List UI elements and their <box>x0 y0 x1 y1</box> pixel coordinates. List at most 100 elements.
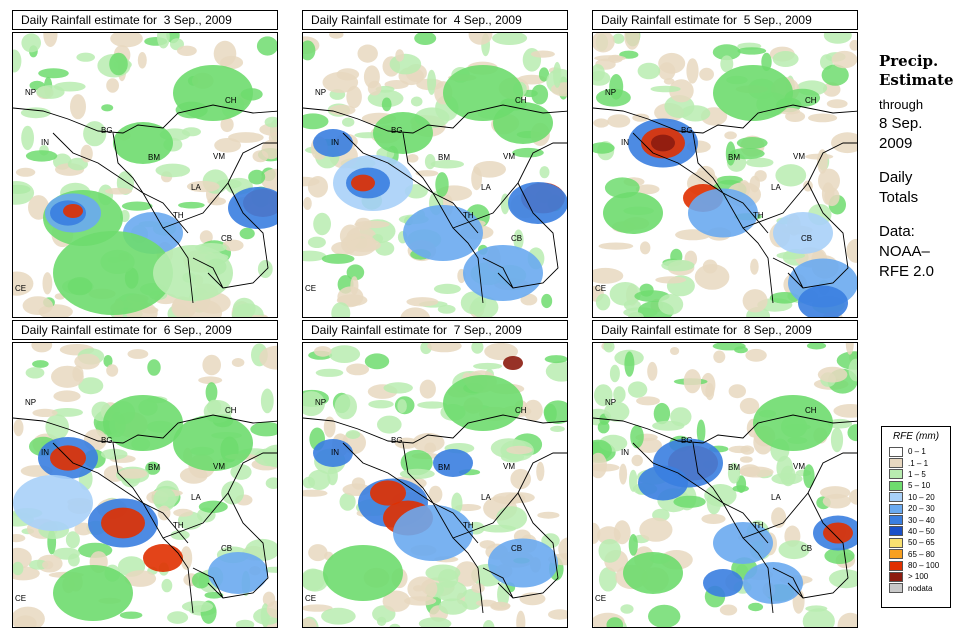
rainfall-map: NP IN BG CH BM VM LA TH CB CE <box>302 342 568 628</box>
rain-cell <box>303 250 327 262</box>
rain-cell <box>118 468 148 479</box>
rain-cell <box>607 114 631 128</box>
rain-cell <box>661 259 695 272</box>
rain-cell <box>15 167 36 177</box>
rain-blob <box>798 285 848 317</box>
rain-cell <box>248 169 266 185</box>
rain-cell <box>178 201 205 209</box>
country-label-cb: CB <box>221 234 232 243</box>
rain-cell <box>328 104 356 116</box>
legend-swatch <box>889 515 903 526</box>
rain-cell <box>606 617 624 627</box>
rain-cell <box>612 33 625 44</box>
country-label-bm: BM <box>438 153 450 162</box>
rain-cell <box>847 424 857 442</box>
rain-blob <box>323 545 403 601</box>
rain-cell <box>683 369 702 394</box>
rain-cell <box>598 242 634 250</box>
caption-heading-1: Precip. <box>879 52 939 70</box>
rain-cell <box>121 201 153 211</box>
sidebar-caption: Precip. Estimate through 8 Sep. 2009 Dai… <box>879 52 965 282</box>
rain-cell <box>833 404 857 418</box>
rain-cell <box>314 346 332 357</box>
rain-cell <box>808 113 838 123</box>
rain-cell <box>702 259 718 274</box>
legend-label: .1 – 1 <box>908 458 929 468</box>
country-label-cb: CB <box>511 544 522 553</box>
country-label-bm: BM <box>728 463 740 472</box>
rain-cell <box>406 154 419 163</box>
legend-label: 0 – 1 <box>908 447 926 457</box>
rain-cell <box>849 489 857 505</box>
country-label-th: TH <box>173 211 184 220</box>
rain-cell <box>177 45 197 56</box>
rain-cell <box>157 33 170 49</box>
rain-cell <box>500 193 510 215</box>
rain-cell <box>355 217 372 231</box>
country-label-np: NP <box>25 88 36 97</box>
legend-swatch <box>889 583 903 594</box>
rain-cell <box>713 350 726 364</box>
country-label-cb: CB <box>801 234 812 243</box>
rain-cell <box>266 600 277 619</box>
rain-cell <box>51 408 83 417</box>
country-label-bm: BM <box>148 463 160 472</box>
rain-cell <box>161 578 173 593</box>
rain-cell <box>13 534 26 543</box>
country-label-ce: CE <box>305 284 316 293</box>
rain-blob <box>143 544 183 572</box>
rain-cell <box>754 170 767 182</box>
rain-cell <box>321 253 355 264</box>
country-label-ch: CH <box>805 96 817 105</box>
legend-swatch <box>889 571 903 582</box>
rain-cell <box>806 343 827 350</box>
rain-cell <box>728 384 746 399</box>
rain-cell <box>172 296 192 317</box>
rain-cell <box>32 360 49 368</box>
rainfall-map: NP IN BG CH BM VM LA TH CB CE <box>302 32 568 318</box>
rain-cell <box>399 468 435 479</box>
rain-cell <box>53 547 80 560</box>
rain-blob <box>493 102 553 144</box>
rain-cell <box>771 507 787 528</box>
rain-cell <box>406 297 439 307</box>
rain-cell <box>427 343 462 353</box>
caption-totals: Totals <box>879 189 919 206</box>
rain-blob <box>743 562 803 604</box>
country-borders <box>303 104 567 304</box>
country-label-bm: BM <box>148 153 160 162</box>
rain-cell <box>784 88 821 107</box>
country-label-ch: CH <box>225 96 237 105</box>
rain-cell <box>593 267 624 284</box>
rain-cell <box>740 445 755 455</box>
rain-cell <box>479 540 496 549</box>
rain-cell <box>261 168 277 192</box>
rain-cell <box>830 427 844 453</box>
rain-cell <box>460 291 487 315</box>
rain-cell <box>655 276 687 284</box>
rain-cell <box>593 33 615 53</box>
rain-cell <box>170 530 190 540</box>
rain-cell <box>849 39 857 51</box>
rain-cell <box>339 492 356 511</box>
country-label-la: LA <box>191 183 201 192</box>
rain-cell <box>357 44 378 63</box>
country-label-th: TH <box>753 521 764 530</box>
rain-cell <box>323 416 336 438</box>
rain-cell <box>594 384 613 407</box>
caption-daily: Daily <box>879 169 913 186</box>
rain-cell <box>106 78 119 93</box>
rain-cell <box>544 355 567 364</box>
rain-cell <box>13 181 35 205</box>
legend-swatch <box>889 503 903 514</box>
rain-cell <box>303 618 317 627</box>
rain-cell <box>367 80 382 96</box>
rain-cell <box>368 400 394 409</box>
rain-cell <box>818 168 840 193</box>
rain-blob <box>463 245 543 301</box>
rain-blob <box>13 475 93 531</box>
map-svg: NP IN BG CH BM VM LA TH CB CE <box>13 33 277 317</box>
rain-cell <box>13 49 22 73</box>
rain-cell <box>593 64 605 82</box>
rain-cell <box>595 293 611 311</box>
